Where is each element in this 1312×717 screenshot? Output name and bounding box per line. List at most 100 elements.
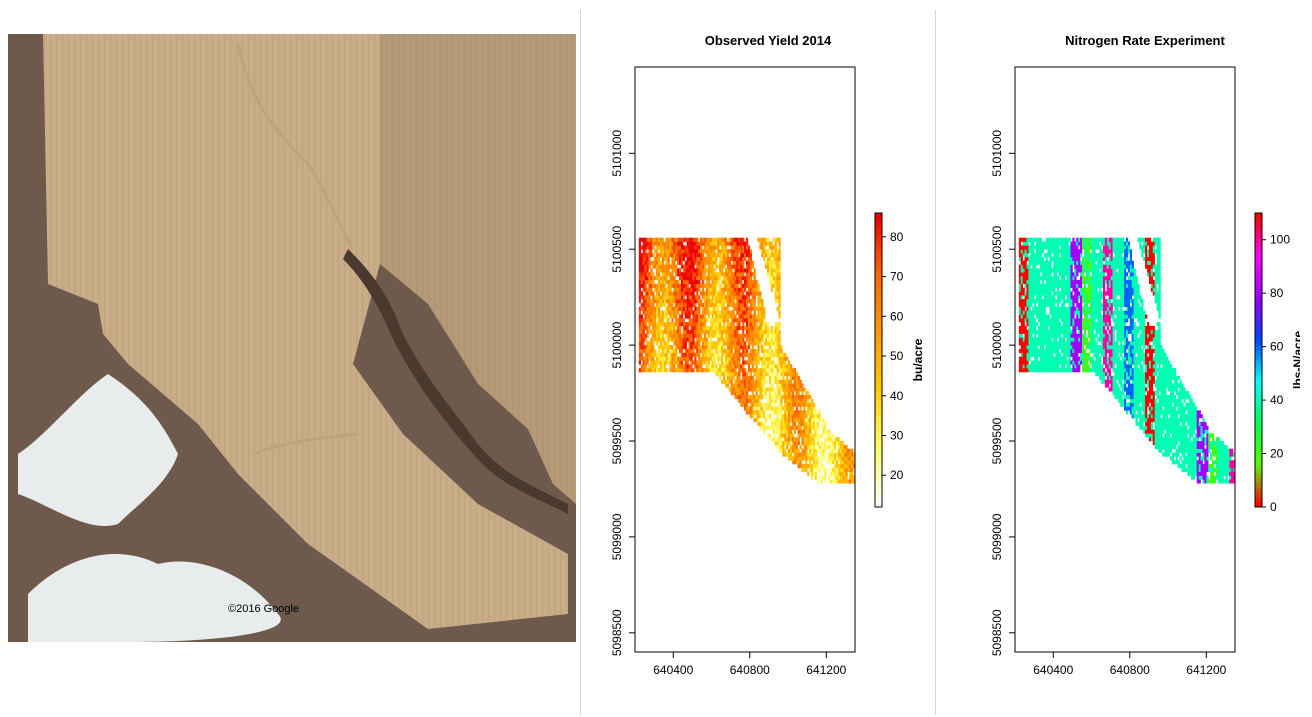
heatmap-cell [661,337,664,342]
heatmap-cell [791,433,795,438]
heatmap-cell [700,256,703,262]
heatmap-cell [652,318,655,323]
heatmap-cell [805,448,808,453]
heatmap-cell [1072,256,1075,262]
heatmap-cell [797,402,800,407]
heatmap-cell [682,333,686,338]
heatmap-cell [1051,310,1054,315]
heatmap-cell [1074,306,1077,311]
heatmap-cell [763,391,766,396]
heatmap-cell [1057,260,1060,265]
heatmap-cell [751,318,754,323]
heatmap-cell [688,310,691,315]
heatmap-cell [742,283,745,288]
heatmap-cell [650,337,653,342]
heatmap-cell [1087,291,1090,296]
heatmap-cell [1112,272,1115,277]
heatmap-cell [772,341,775,346]
heatmap-cell [1097,371,1100,377]
heatmap-cell [1097,360,1100,365]
heatmap-cell [763,364,766,369]
heatmap-cell [1051,268,1054,273]
heatmap-cell [686,333,689,338]
heatmap-cell [851,467,854,473]
heatmap-cell [694,241,697,246]
heatmap-cell [717,318,720,323]
heatmap-cell [1037,245,1041,250]
heatmap-cell [726,325,730,331]
legend-tick-label: 70 [890,270,904,284]
heatmap-cell [679,302,682,308]
heatmap-cell [738,299,741,304]
heatmap-cell [680,283,684,288]
heatmap-cell [1049,329,1052,334]
heatmap-cell [1036,253,1039,258]
heatmap-cell [1039,360,1043,365]
heatmap-cell [772,364,775,369]
heatmap-cell [795,402,798,407]
heatmap-cell [744,379,747,384]
heatmap-cell [715,287,718,292]
heatmap-cell [1114,295,1117,300]
heatmap-cell [1093,272,1096,277]
heatmap-cell [744,406,747,411]
heatmap-cell [1030,314,1033,319]
heatmap-cell [753,291,756,296]
legend-swatch [875,404,882,410]
heatmap-cell [1051,241,1054,246]
heatmap-cell [1062,264,1066,269]
heatmap-cell [755,398,758,403]
heatmap-cell [721,314,724,319]
heatmap-cell [721,337,724,342]
heatmap-cell [1080,318,1083,323]
heatmap-cell [797,387,800,392]
heatmap-cell [772,391,775,396]
heatmap-cell [1059,314,1062,319]
heatmap-cell [671,360,674,365]
heatmap-cell [776,391,779,396]
heatmap-cell [1068,368,1071,373]
heatmap-cell [824,448,827,453]
heatmap-cell [684,356,687,361]
heatmap-cell [757,295,760,300]
heatmap-cell [767,387,770,392]
heatmap-cell [1045,318,1048,323]
heatmap-cell [1103,272,1106,277]
heatmap-cell [1101,348,1104,354]
heatmap-cell [1037,337,1041,342]
heatmap-cell [778,441,781,446]
heatmap-cell [1114,245,1117,250]
heatmap-cell [797,437,800,442]
heatmap-cell [1095,314,1098,319]
heatmap-cell [818,479,821,484]
heatmap-cell [1110,241,1113,246]
heatmap-cell [728,310,731,315]
heatmap-cell [713,241,716,246]
heatmap-cell [1066,256,1069,262]
heatmap-cell [692,260,695,265]
heatmap-cell [707,272,710,277]
heatmap-cell [1060,364,1064,369]
heatmap-cell [679,341,682,346]
heatmap-cell [657,291,661,296]
heatmap-cell [667,291,670,296]
heatmap-cell [1072,299,1075,304]
heatmap-cell [1059,329,1062,334]
heatmap-cell [646,345,649,350]
heatmap-cell [723,272,726,277]
heatmap-cell [1106,253,1110,258]
heatmap-cell [1093,333,1096,338]
heatmap-cell [1099,333,1102,338]
heatmap-cell [703,329,707,334]
heatmap-cell [669,356,672,361]
heatmap-cell [723,299,726,304]
heatmap-cell [1114,341,1117,346]
heatmap-cell [652,276,655,281]
heatmap-cell [663,329,666,334]
heatmap-cell [638,368,642,373]
heatmap-cell [1057,264,1060,269]
heatmap-cell [1116,345,1119,350]
heatmap-cell [765,360,768,365]
heatmap-cell [784,414,787,419]
